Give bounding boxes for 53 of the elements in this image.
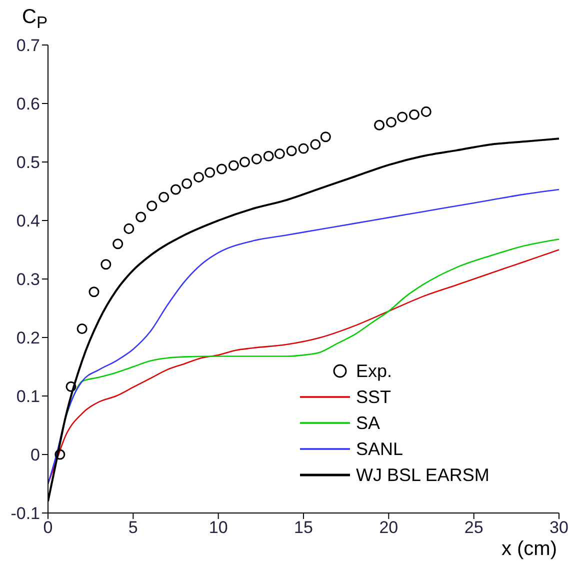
point (158, 192, 170, 202)
y-axis-title: C$_{P}$ (22, 6, 48, 33)
line-series (48, 188, 559, 484)
x-tick-label: 0 (43, 518, 53, 538)
y-tick-label: 0.7 (16, 36, 40, 56)
point (228, 160, 239, 171)
point (251, 154, 262, 164)
legend-label: SST (356, 386, 392, 409)
point (124, 223, 134, 234)
point (66, 381, 76, 392)
y-tick-label: -0.1 (10, 504, 40, 524)
point (136, 212, 146, 222)
point (239, 156, 250, 168)
x-tick-label: 20 (379, 518, 398, 538)
point (408, 109, 420, 120)
point (88, 286, 100, 298)
point (170, 184, 182, 195)
point (310, 139, 321, 150)
point (112, 238, 124, 250)
x-tick-label: 10 (208, 518, 228, 538)
point (182, 178, 192, 189)
point (54, 449, 66, 460)
y-tick-label: 0.1 (16, 387, 40, 406)
point (100, 259, 112, 270)
point (386, 116, 396, 128)
point (298, 143, 309, 154)
x-tick-label: 5 (128, 518, 138, 538)
legend-label: WJ BSL EARSM (356, 464, 490, 487)
x-tick-label: 15 (294, 518, 313, 538)
y-tick-label: 0.5 (16, 153, 40, 172)
legend-label: SA (356, 412, 380, 435)
point (397, 112, 408, 122)
y-tick-label: 0.3 (16, 270, 40, 290)
legend-label: SANL (356, 438, 404, 461)
point (420, 106, 432, 117)
y-tick-label: 0.6 (16, 94, 40, 114)
point (374, 120, 385, 130)
point (193, 172, 204, 182)
x-tick-label: 25 (464, 518, 484, 538)
point (286, 146, 297, 156)
x-axis-title: x (cm) (501, 538, 557, 560)
point (274, 148, 285, 160)
point (263, 150, 274, 162)
point (320, 132, 331, 142)
y-tick-label: 0 (30, 446, 40, 465)
y-tick-label: 0.2 (16, 328, 40, 348)
point (146, 200, 158, 212)
y-tick-label: 0.4 (16, 212, 40, 231)
point (216, 164, 228, 174)
point (204, 167, 216, 178)
legend-label: Exp. (356, 360, 392, 383)
x-tick-label: 30 (550, 518, 568, 538)
point (76, 323, 88, 334)
